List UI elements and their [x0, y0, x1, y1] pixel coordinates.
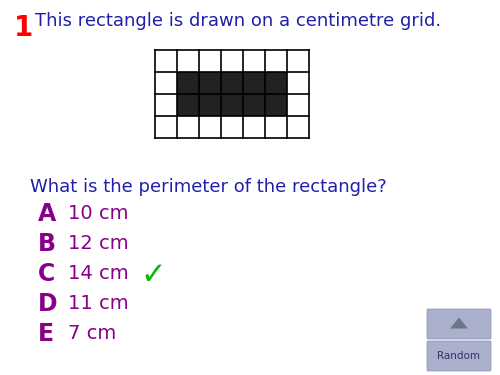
Text: B: B	[38, 232, 56, 256]
Bar	[199, 94, 221, 116]
Bar	[221, 72, 243, 94]
Text: 10 cm: 10 cm	[68, 204, 128, 223]
FancyBboxPatch shape	[427, 309, 491, 339]
Text: 1: 1	[14, 14, 33, 42]
Text: E: E	[38, 322, 54, 346]
Bar	[199, 72, 221, 94]
Bar	[221, 94, 243, 116]
Text: C: C	[38, 262, 55, 286]
Bar	[243, 94, 265, 116]
Text: 11 cm: 11 cm	[68, 294, 128, 313]
Text: D: D	[38, 292, 58, 316]
Text: 7 cm: 7 cm	[68, 324, 116, 343]
Bar	[177, 94, 199, 116]
Bar	[243, 72, 265, 94]
Text: What is the perimeter of the rectangle?: What is the perimeter of the rectangle?	[30, 178, 387, 196]
Bar	[265, 94, 287, 116]
Text: A: A	[38, 202, 56, 226]
Text: This rectangle is drawn on a centimetre grid.: This rectangle is drawn on a centimetre …	[35, 12, 441, 30]
FancyBboxPatch shape	[427, 341, 491, 371]
Bar	[177, 72, 199, 94]
Text: ✓: ✓	[140, 261, 166, 290]
Text: Random: Random	[438, 351, 480, 361]
Text: 12 cm: 12 cm	[68, 234, 128, 253]
Bar	[265, 72, 287, 94]
Polygon shape	[450, 318, 468, 328]
Text: 14 cm: 14 cm	[68, 264, 128, 283]
